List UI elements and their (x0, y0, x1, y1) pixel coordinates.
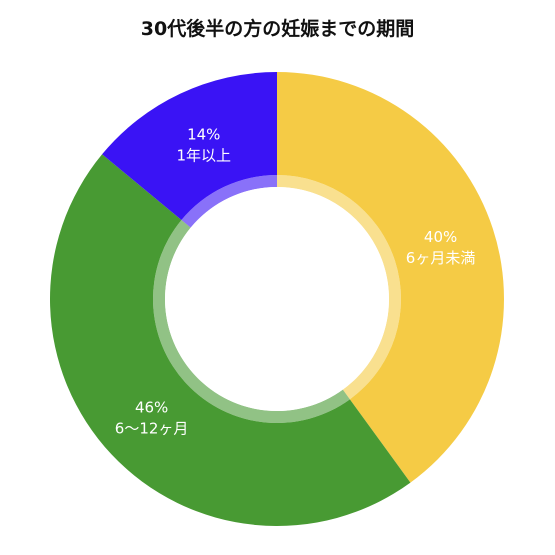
slice-3-category-label: 1年以上 (176, 146, 231, 164)
slice-1-wedge (277, 72, 504, 483)
inner-ring-layer (152, 175, 401, 423)
labels-layer: 40% 6ヶ月未満 46% 6〜12ヶ月 14% 1年以上 (115, 125, 476, 437)
slice-3-wedge (102, 72, 277, 220)
donut-hole (165, 187, 389, 411)
slice-2-inner-ring (152, 219, 350, 423)
slice-2-wedge (50, 154, 411, 526)
chart-title: 30代後半の方の妊娠までの期間 (140, 18, 415, 40)
slice-1-inner-ring (277, 175, 401, 400)
slice-1-percent-label: 40% (424, 228, 457, 246)
slice-3-percent-label: 14% (187, 125, 220, 143)
slice-2-percent-label: 46% (135, 399, 168, 417)
slice-1-category-label: 6ヶ月未満 (406, 249, 476, 267)
slice-3-inner-ring (181, 175, 277, 228)
slices-layer (50, 72, 504, 526)
slice-2-category-label: 6〜12ヶ月 (115, 420, 189, 438)
